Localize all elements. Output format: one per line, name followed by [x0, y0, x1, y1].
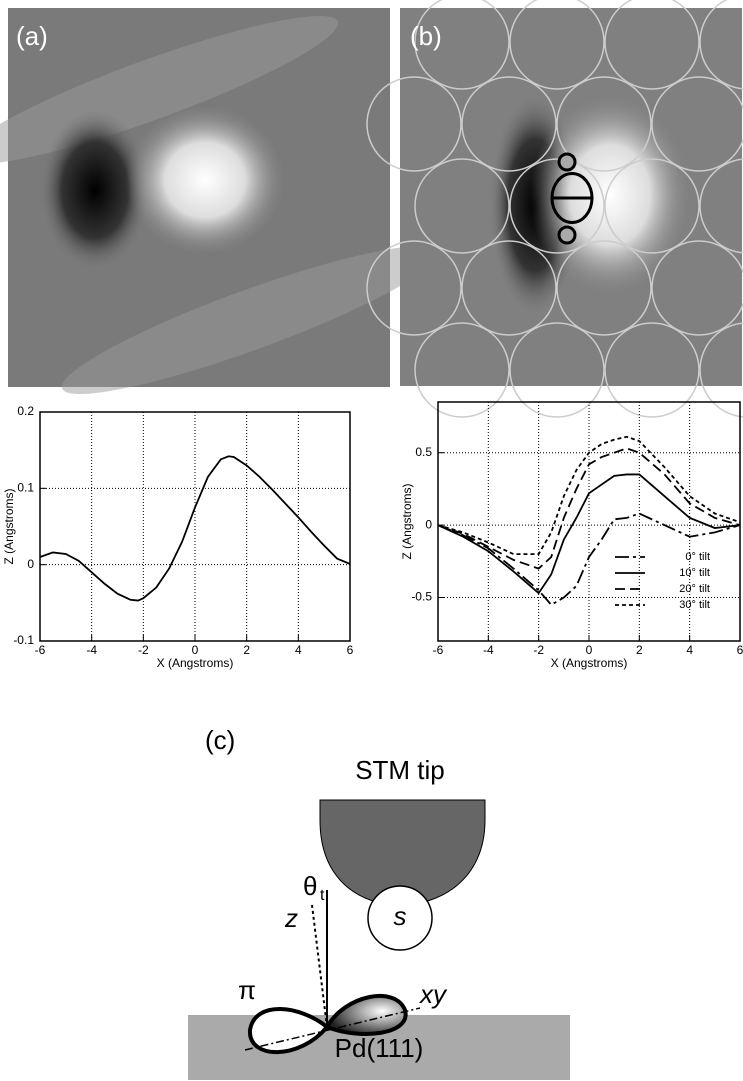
x-tick-label: 2	[636, 643, 643, 657]
series-line	[437, 473, 741, 595]
series-line	[437, 447, 741, 570]
atom	[366, 76, 462, 172]
atom	[604, 322, 700, 418]
x-tick-label: 4	[686, 643, 693, 657]
s-orbital	[367, 885, 433, 951]
legend-label: 20° tilt	[679, 583, 710, 595]
atom	[699, 0, 743, 90]
y-tick-label: 0.5	[415, 445, 432, 459]
dark-spot	[40, 110, 150, 270]
x-tick-label: 2	[243, 643, 250, 657]
z-label: z	[284, 903, 298, 933]
x-tick-label: -2	[138, 643, 149, 657]
y-tick-label: 0	[27, 557, 34, 571]
tip-label: STM tip	[355, 755, 445, 785]
atom	[604, 158, 700, 254]
atom	[509, 322, 605, 418]
legend-label: 10° tilt	[679, 567, 710, 579]
y-tick-label: 0	[425, 517, 432, 531]
theta: θ	[303, 871, 317, 901]
molecule	[550, 152, 594, 245]
atom	[414, 322, 510, 418]
y-tick-label: 0.2	[17, 404, 34, 418]
x-tick-label: 0	[192, 643, 199, 657]
pi-lobe-shaded	[324, 993, 408, 1036]
atom	[461, 240, 557, 336]
atom	[604, 0, 700, 90]
bright-spot	[125, 105, 285, 255]
atom	[461, 76, 557, 172]
x-tick-label: -4	[483, 643, 494, 657]
atom	[556, 240, 652, 336]
atom	[556, 76, 652, 172]
xy-axis	[244, 1007, 421, 1051]
surface-label: Pd(111)	[335, 1033, 424, 1063]
atom	[699, 322, 743, 418]
x-axis-label: X (Angstroms)	[551, 656, 628, 670]
panel-label: (a)	[16, 21, 48, 51]
x-tick-label: 4	[295, 643, 302, 657]
x-tick-label: -6	[433, 643, 444, 657]
bright-spot	[530, 95, 690, 295]
pi-label: π	[238, 975, 256, 1005]
texture	[0, 16, 339, 164]
xy-label: xy	[418, 979, 448, 1009]
panel-label: (b)	[410, 21, 442, 51]
legend-label: 0° tilt	[685, 551, 710, 563]
atom	[366, 240, 462, 336]
s-label: s	[394, 901, 407, 931]
series-line	[437, 512, 741, 606]
theta-sub: t	[320, 887, 325, 904]
y-axis-label: Z (Angstroms)	[400, 483, 414, 559]
x-tick-label: 6	[347, 643, 354, 657]
x-tick-label: 6	[737, 643, 743, 657]
x-tick-label: -6	[35, 643, 46, 657]
x-tick-label: -4	[86, 643, 97, 657]
x-axis-label: X (Angstroms)	[157, 656, 234, 670]
atom-lattice	[366, 0, 743, 418]
atom	[509, 0, 605, 90]
atom	[651, 76, 743, 172]
y-tick-label: 0.1	[17, 481, 34, 495]
y-tick-label: -0.5	[411, 590, 432, 604]
line	[39, 455, 351, 602]
atom	[651, 240, 743, 336]
y-axis-label: Z (Angstroms)	[2, 488, 16, 564]
texture	[61, 246, 439, 394]
z-axis	[311, 904, 328, 1028]
atom	[414, 158, 510, 254]
y-tick-label: -0.1	[13, 633, 34, 647]
atom	[699, 158, 743, 254]
pi-lobe	[247, 1007, 330, 1055]
atom	[509, 158, 605, 254]
x-tick-label: 0	[586, 643, 593, 657]
atom	[414, 0, 510, 90]
legend-label: 30° tilt	[679, 599, 710, 611]
x-tick-label: -2	[533, 643, 544, 657]
panel-label: (c)	[205, 725, 235, 755]
series-line	[437, 435, 741, 555]
